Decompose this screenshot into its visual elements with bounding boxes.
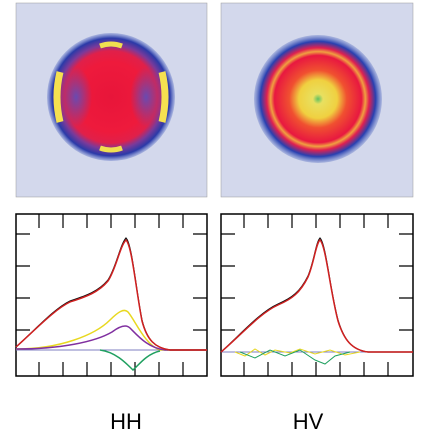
curve-purple: [15, 325, 207, 351]
panel-label: HV: [293, 409, 324, 434]
curve-green: [99, 349, 161, 372]
plot-right: [220, 213, 414, 377]
curve-fit: [220, 239, 413, 353]
curve-green: [239, 349, 351, 365]
plot-frame: [220, 213, 414, 377]
plot-frame: [15, 213, 208, 377]
panel-label: HH: [110, 409, 142, 434]
pattern-blob: [130, 67, 162, 127]
pattern: [47, 33, 175, 161]
ticks: [221, 214, 413, 376]
curve-fit: [15, 238, 207, 351]
ticks: [16, 214, 207, 376]
pattern: [254, 35, 382, 163]
pattern-arc: [99, 145, 123, 153]
curve-yellow: [15, 309, 207, 351]
pattern-blob: [60, 67, 92, 127]
pattern-arc: [99, 41, 123, 49]
curve-yellow: [234, 348, 361, 357]
pattern-arc: [53, 71, 64, 123]
pattern-arc: [158, 71, 169, 123]
plot-left: [15, 213, 208, 377]
